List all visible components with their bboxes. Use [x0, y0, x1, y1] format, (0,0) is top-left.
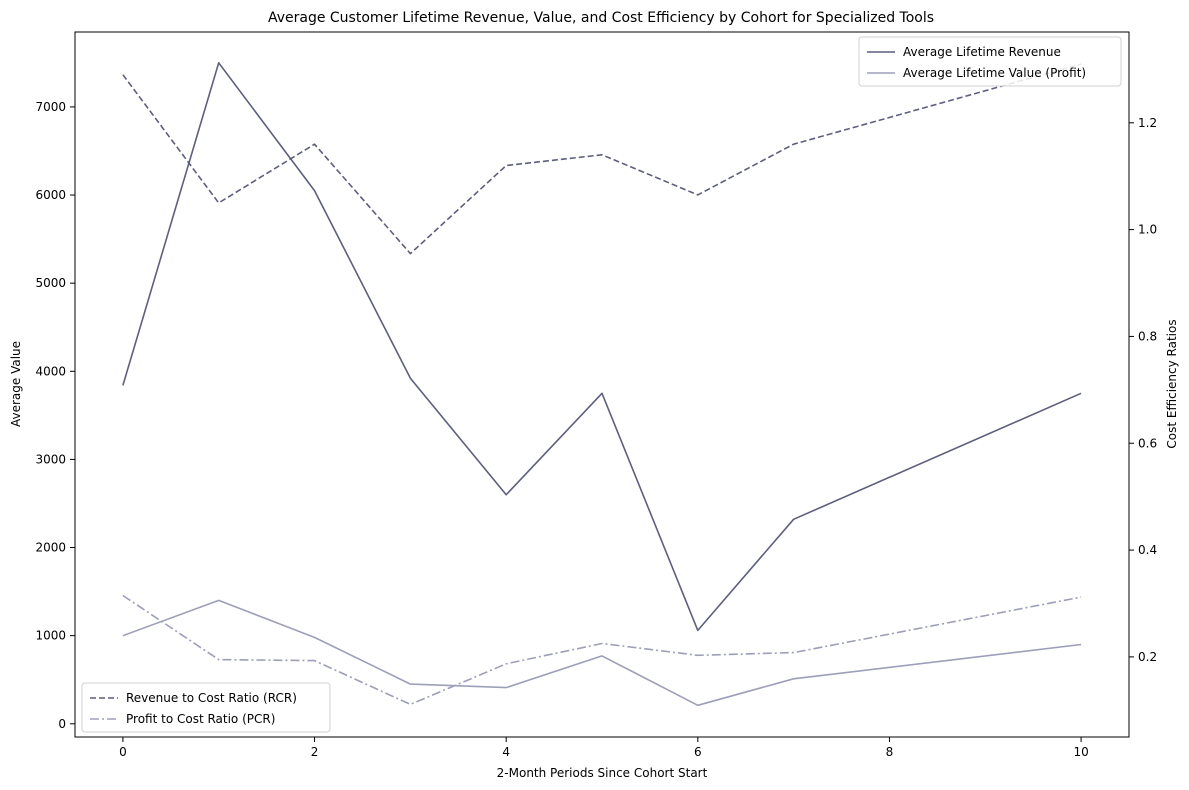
series-layer [122, 61, 1082, 707]
y2-tick-label: 0.4 [1138, 543, 1157, 557]
y-axis-left-label: Average Value [9, 341, 23, 427]
legend-label: Revenue to Cost Ratio (RCR) [126, 691, 297, 705]
x-tick-label: 2 [311, 745, 319, 759]
legend-label: Average Lifetime Value (Profit) [903, 66, 1086, 80]
y2-tick-label: 1.2 [1138, 116, 1157, 130]
series-line-4 [122, 594, 1082, 706]
chart-title: Average Customer Lifetime Revenue, Value… [268, 10, 934, 26]
y2-tick-label: 0.2 [1138, 650, 1157, 664]
y-tick-label: 7000 [35, 100, 66, 114]
series-line-3 [122, 63, 1082, 255]
x-tick-label: 8 [886, 745, 894, 759]
x-tick-label: 6 [694, 745, 702, 759]
y2-tick-label: 1.0 [1138, 223, 1157, 237]
y-tick-label: 3000 [35, 452, 66, 466]
y-axis-right: 0.2 0.4 0.6 0.8 1.0 1.2 [1129, 116, 1157, 664]
y2-tick-label: 0.6 [1138, 436, 1157, 450]
legend-label: Average Lifetime Revenue [903, 45, 1061, 59]
legend-bottom-left: Revenue to Cost Ratio (RCR) Profit to Cos… [81, 682, 331, 733]
legend-box [81, 682, 331, 733]
y-tick-label: 0 [58, 717, 66, 731]
x-tick-label: 4 [502, 745, 510, 759]
y-tick-label: 1000 [35, 629, 66, 643]
y2-tick-label: 0.8 [1138, 329, 1157, 343]
legend-label: Profit to Cost Ratio (PCR) [126, 712, 275, 726]
y-tick-label: 6000 [35, 188, 66, 202]
series-line-1 [122, 61, 1082, 632]
legend-top-right: Average Lifetime Revenue Average Lifetime… [858, 36, 1122, 87]
y-tick-label: 2000 [35, 541, 66, 555]
x-tick-label: 0 [119, 745, 127, 759]
plot-frame [74, 31, 1130, 738]
legend-box [858, 36, 1122, 87]
y-tick-label: 4000 [35, 364, 66, 378]
y-tick-label: 5000 [35, 276, 66, 290]
series-line-2 [122, 599, 1082, 707]
x-axis: 0 2 4 6 8 10 [119, 737, 1089, 759]
y-axis-right-label: Cost Efficiency Ratios [1165, 319, 1179, 448]
y-axis-left: 0 1000 2000 3000 4000 5000 6000 7000 [35, 100, 75, 731]
x-tick-label: 10 [1073, 745, 1088, 759]
x-axis-label: 2-Month Periods Since Cohort Start [497, 766, 708, 780]
